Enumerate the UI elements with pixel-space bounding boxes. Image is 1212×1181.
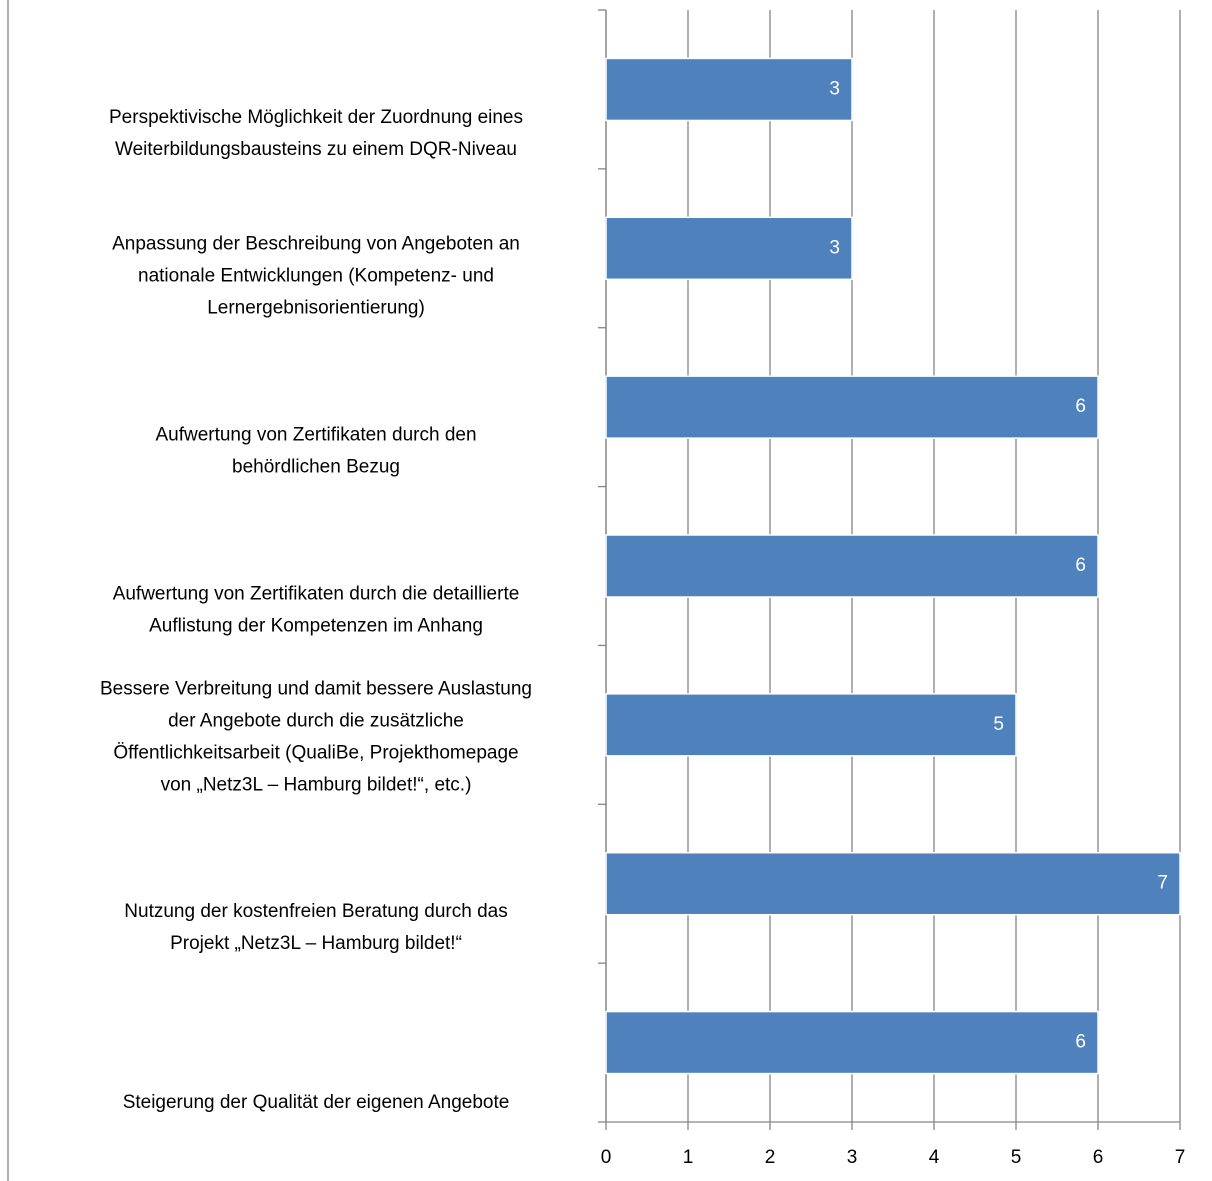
x-tick-label: 2	[765, 1147, 776, 1168]
x-tick-label: 3	[847, 1147, 858, 1168]
bar	[605, 851, 1181, 916]
y-tick-label: von „Netz3L – Hamburg bildet!“, etc.)	[161, 774, 472, 795]
y-tick-label: Öffentlichkeitsarbeit (QualiBe, Projekth…	[113, 742, 518, 763]
data-label: 3	[829, 78, 840, 99]
y-tick-label: Anpassung der Beschreibung von Angeboten…	[112, 234, 520, 255]
y-tick-label: Nutzung der kostenfreien Beratung durch …	[124, 901, 507, 922]
bar	[605, 216, 853, 281]
data-label: 5	[993, 714, 1004, 735]
x-tick-label: 0	[601, 1147, 612, 1168]
bar	[605, 534, 1099, 598]
bar	[605, 1010, 1099, 1075]
x-tick-label: 6	[1093, 1147, 1104, 1168]
y-tick-label: Bessere Verbreitung und damit bessere Au…	[100, 678, 532, 699]
x-tick-label: 7	[1175, 1147, 1186, 1168]
bar	[605, 693, 1017, 757]
data-label: 6	[1075, 1032, 1086, 1053]
x-tick-label: 5	[1011, 1147, 1022, 1168]
data-label: 7	[1157, 873, 1168, 894]
y-tick-label: Aufwertung von Zertifikaten durch die de…	[113, 583, 520, 604]
y-tick-label: behördlichen Bezug	[232, 457, 400, 478]
y-tick-label: Lernergebnisorientierung)	[207, 298, 425, 319]
data-label: 6	[1075, 555, 1086, 576]
y-tick-label: nationale Entwicklungen (Kompetenz- und	[138, 266, 494, 287]
x-tick-label: 4	[929, 1147, 940, 1168]
y-tick-label: Aufwertung von Zertifikaten durch den	[155, 425, 476, 446]
y-tick-label: Auflistung der Kompetenzen im Anhang	[149, 615, 483, 636]
bar	[605, 375, 1099, 439]
y-tick-label: Weiterbildungsbausteins zu einem DQR-Niv…	[115, 139, 517, 160]
bar	[605, 57, 853, 122]
data-label: 3	[829, 237, 840, 258]
y-tick-label: der Angebote durch die zusätzliche	[168, 710, 464, 731]
y-tick-label: Perspektivische Möglichkeit der Zuordnun…	[109, 107, 523, 128]
y-tick-label: Projekt „Netz3L – Hamburg bildet!“	[170, 933, 462, 954]
data-label: 6	[1075, 396, 1086, 417]
y-tick-label: Steigerung der Qualität der eigenen Ange…	[123, 1092, 510, 1113]
x-tick-label: 1	[683, 1147, 694, 1168]
